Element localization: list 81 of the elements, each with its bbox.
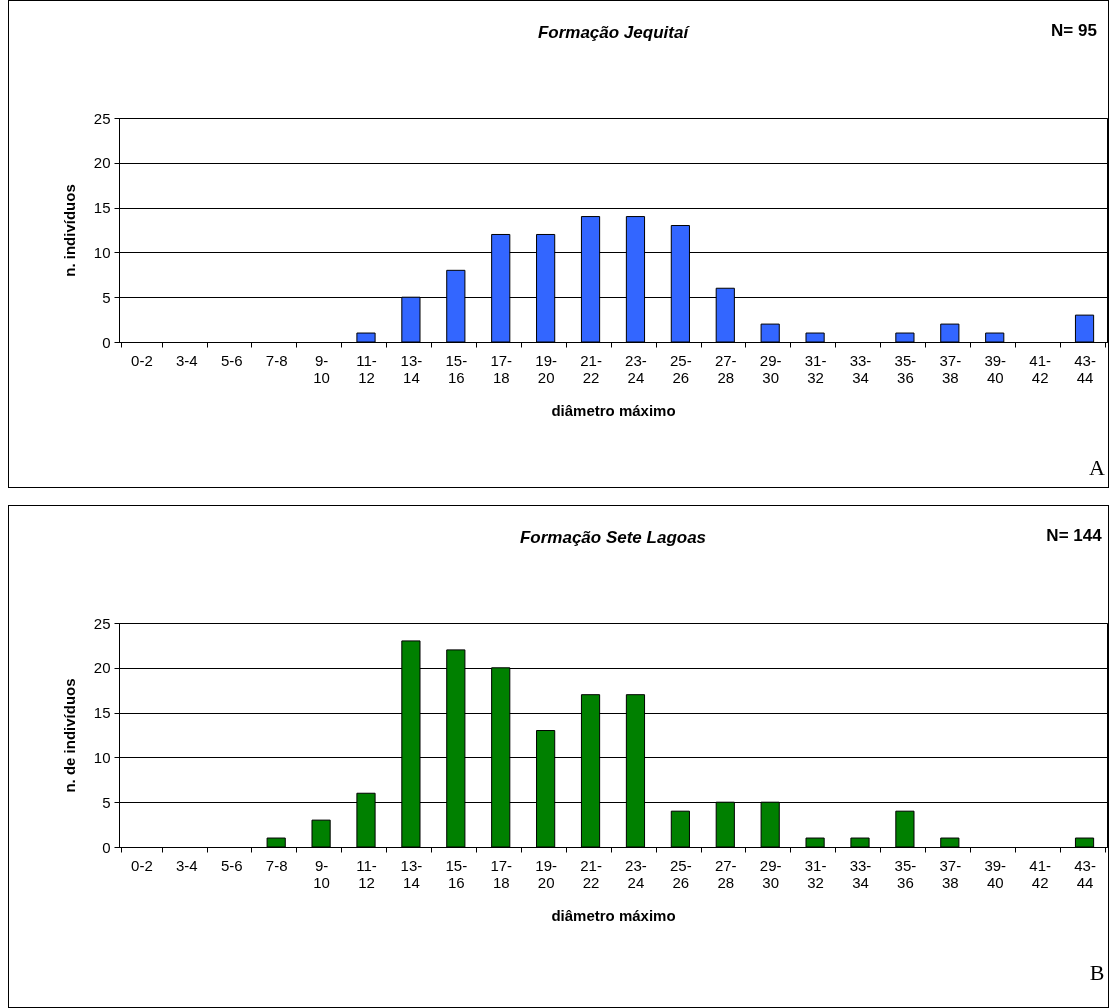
x-tick-label: 39-40: [984, 856, 1007, 891]
y-tick-label: 5: [102, 793, 111, 811]
text: B: [1089, 960, 1105, 985]
x-tick-label: 21-22: [580, 351, 602, 386]
bar: [805, 837, 825, 848]
x-tick-label: 25-26: [670, 351, 692, 386]
x-tick-label: 13-14: [400, 856, 423, 891]
bar: [940, 323, 960, 343]
chart-title: Formação Jequitaí: [537, 23, 691, 42]
text: N= 144: [1046, 526, 1103, 545]
x-tick-label: 41-42: [1029, 351, 1051, 386]
x-tick-label: 15-16: [445, 351, 468, 386]
x-tick-label: 31-32: [804, 351, 827, 386]
x-tick-label: 39-40: [984, 351, 1007, 386]
y-tick-label: 10: [93, 243, 111, 261]
bar: [356, 332, 376, 343]
x-tick-label: 15-16: [445, 856, 468, 891]
y-tick-label: 20: [93, 659, 111, 677]
y-tick-label: 25: [93, 109, 111, 127]
y-tick-label: 10: [93, 748, 111, 766]
x-tick-label: 9-10: [313, 351, 330, 386]
x-tick-label: 0-2: [131, 856, 153, 874]
chart-title: Formação Sete Lagoas: [519, 528, 707, 547]
x-tick-label: 19-20: [535, 351, 557, 386]
x-tick-label: 23-24: [625, 351, 647, 386]
x-tick-label: 27-28: [714, 351, 737, 386]
x-tick-label: 33-34: [849, 351, 872, 386]
x-tick-label: 33-34: [849, 856, 872, 891]
y-tick-label: 15: [93, 704, 111, 722]
y-tick-label: 5: [102, 288, 111, 306]
bar: [940, 837, 960, 848]
x-axis-title: diâmetro máximo: [551, 906, 676, 924]
bar: [1074, 837, 1095, 848]
x-tick-label: 17-18: [490, 856, 513, 891]
x-tick-label: 5-6: [220, 351, 243, 369]
text: N= 95: [1051, 21, 1097, 40]
bar: [850, 837, 870, 848]
bar: [895, 332, 915, 343]
x-tick-label: 37-38: [939, 856, 962, 891]
x-tick-label: 11-12: [356, 351, 377, 386]
x-tick-label: 43-44: [1074, 856, 1096, 891]
x-tick-label: 35-36: [894, 856, 917, 891]
x-tick-label: 11-12: [356, 856, 377, 891]
x-tick-label: 25-26: [670, 856, 692, 891]
x-tick-label: 31-32: [804, 856, 827, 891]
y-axis-title: n. indivíduos: [60, 184, 78, 277]
y-tick-label: 20: [93, 154, 111, 172]
x-tick-label: 21-22: [580, 856, 602, 891]
y-tick-label: 25: [93, 614, 111, 632]
text: A: [1089, 455, 1106, 480]
x-tick-label: 9-10: [313, 856, 330, 891]
x-tick-label: 27-28: [714, 856, 737, 891]
y-tick-label: 0: [102, 838, 111, 856]
x-tick-label: 41-42: [1029, 856, 1051, 891]
x-tick-label: 13-14: [400, 351, 423, 386]
bar: [895, 810, 915, 848]
x-axis-title: diâmetro máximo: [551, 401, 676, 419]
x-tick-label: 7-8: [265, 856, 288, 874]
y-axis-title: n. de indivíduos: [60, 678, 78, 793]
x-tick-label: 37-38: [939, 351, 962, 386]
bar: [266, 837, 286, 848]
bar: [760, 323, 780, 343]
x-tick-label: 23-24: [625, 856, 647, 891]
y-tick-label: 15: [93, 199, 111, 217]
y-tick-label: 0: [102, 333, 111, 351]
bar: [985, 332, 1005, 343]
x-tick-label: 35-36: [894, 351, 917, 386]
bar: [1074, 314, 1095, 343]
bar: [670, 810, 690, 848]
x-tick-label: 29-30: [759, 856, 782, 891]
x-tick-label: 29-30: [759, 351, 782, 386]
x-tick-label: 3-4: [176, 856, 198, 874]
bar: [805, 332, 825, 343]
x-tick-label: 43-44: [1074, 351, 1096, 386]
x-tick-label: 5-6: [220, 856, 243, 874]
x-tick-label: 19-20: [535, 856, 557, 891]
x-tick-label: 0-2: [131, 351, 153, 369]
x-tick-label: 3-4: [176, 351, 198, 369]
bar: [311, 819, 331, 848]
x-tick-label: 17-18: [490, 351, 513, 386]
x-tick-label: 7-8: [265, 351, 288, 369]
